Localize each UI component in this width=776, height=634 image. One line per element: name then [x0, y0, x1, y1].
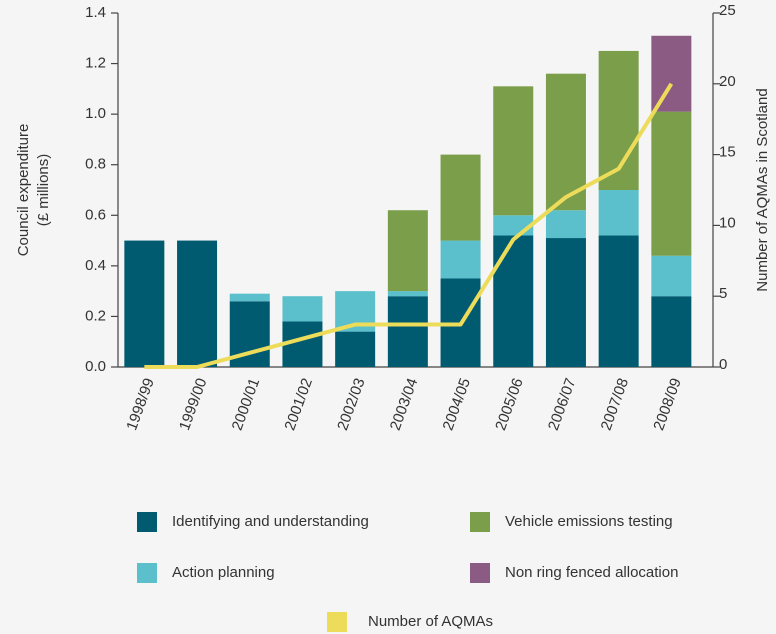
bar-segment — [651, 111, 692, 256]
bar-segment — [177, 240, 218, 367]
bar-segment — [545, 238, 586, 367]
bar-segment — [651, 35, 692, 112]
legend-label: Non ring fenced allocation — [505, 564, 678, 581]
y2-tick-label: 10 — [719, 214, 736, 231]
bar-segment — [440, 240, 481, 279]
y2-tick-label: 5 — [719, 285, 727, 302]
x-tick-label: 1998/99 — [123, 376, 158, 433]
legend-swatch — [327, 612, 347, 632]
legend-swatch — [470, 512, 490, 532]
bar-segment — [545, 210, 586, 239]
bar-segment — [598, 190, 639, 236]
y-tick-label: 0.6 — [85, 206, 106, 223]
legend-swatch — [137, 512, 157, 532]
y-tick-label: 0.2 — [85, 307, 106, 324]
x-tick-label: 2004/05 — [440, 376, 475, 433]
bar-segment — [493, 235, 534, 367]
x-tick-label: 2003/04 — [387, 376, 422, 433]
y2-axis-label: Number of AQMAs in Scotland — [754, 88, 771, 291]
y2-tick-label: 20 — [719, 73, 736, 90]
y-tick-label: 1.4 — [85, 4, 106, 21]
legend-label: Number of AQMAs — [368, 613, 493, 630]
x-tick-label: 2006/07 — [545, 376, 580, 433]
bar-segment — [387, 210, 428, 292]
x-tick-label: 2002/03 — [334, 376, 369, 433]
y2-tick-label: 25 — [719, 2, 736, 19]
bar-segment — [229, 293, 270, 302]
bar-segment — [282, 296, 323, 322]
y2-tick-label: 0 — [719, 356, 727, 373]
legend-label: Identifying and understanding — [172, 513, 369, 530]
x-tick-label: 2000/01 — [229, 376, 264, 433]
bar-segment — [598, 235, 639, 367]
y-tick-label: 1.2 — [85, 55, 106, 72]
bar-segment — [387, 291, 428, 297]
bar-segment — [387, 296, 428, 367]
bar-segment — [124, 240, 165, 367]
y-axis-label: (£ millions) — [35, 154, 52, 227]
legend-swatch — [470, 563, 490, 583]
bar-segment — [651, 255, 692, 297]
legend-swatch — [137, 563, 157, 583]
y-tick-label: 0.4 — [85, 257, 106, 274]
x-tick-label: 1999/00 — [176, 376, 211, 433]
bar-segment — [493, 86, 534, 216]
legend-label: Vehicle emissions testing — [505, 513, 673, 530]
bar-segment — [440, 154, 481, 241]
y-tick-label: 0.8 — [85, 156, 106, 173]
line-series — [144, 82, 674, 369]
bar-segment — [545, 73, 586, 211]
x-tick-label: 2005/06 — [492, 376, 527, 433]
bar-segment — [335, 331, 376, 367]
y2-tick-label: 15 — [719, 144, 736, 161]
legend-label: Action planning — [172, 564, 275, 581]
x-tick-label: 2008/09 — [650, 376, 685, 433]
y-axis-label: Council expenditure — [15, 124, 32, 257]
bar-segment — [493, 215, 534, 236]
y-tick-label: 1.0 — [85, 105, 106, 122]
x-tick-label: 2007/08 — [598, 376, 633, 433]
y-tick-label: 0.0 — [85, 358, 106, 375]
x-tick-label: 2001/02 — [281, 376, 316, 433]
bar-segment — [651, 296, 692, 367]
